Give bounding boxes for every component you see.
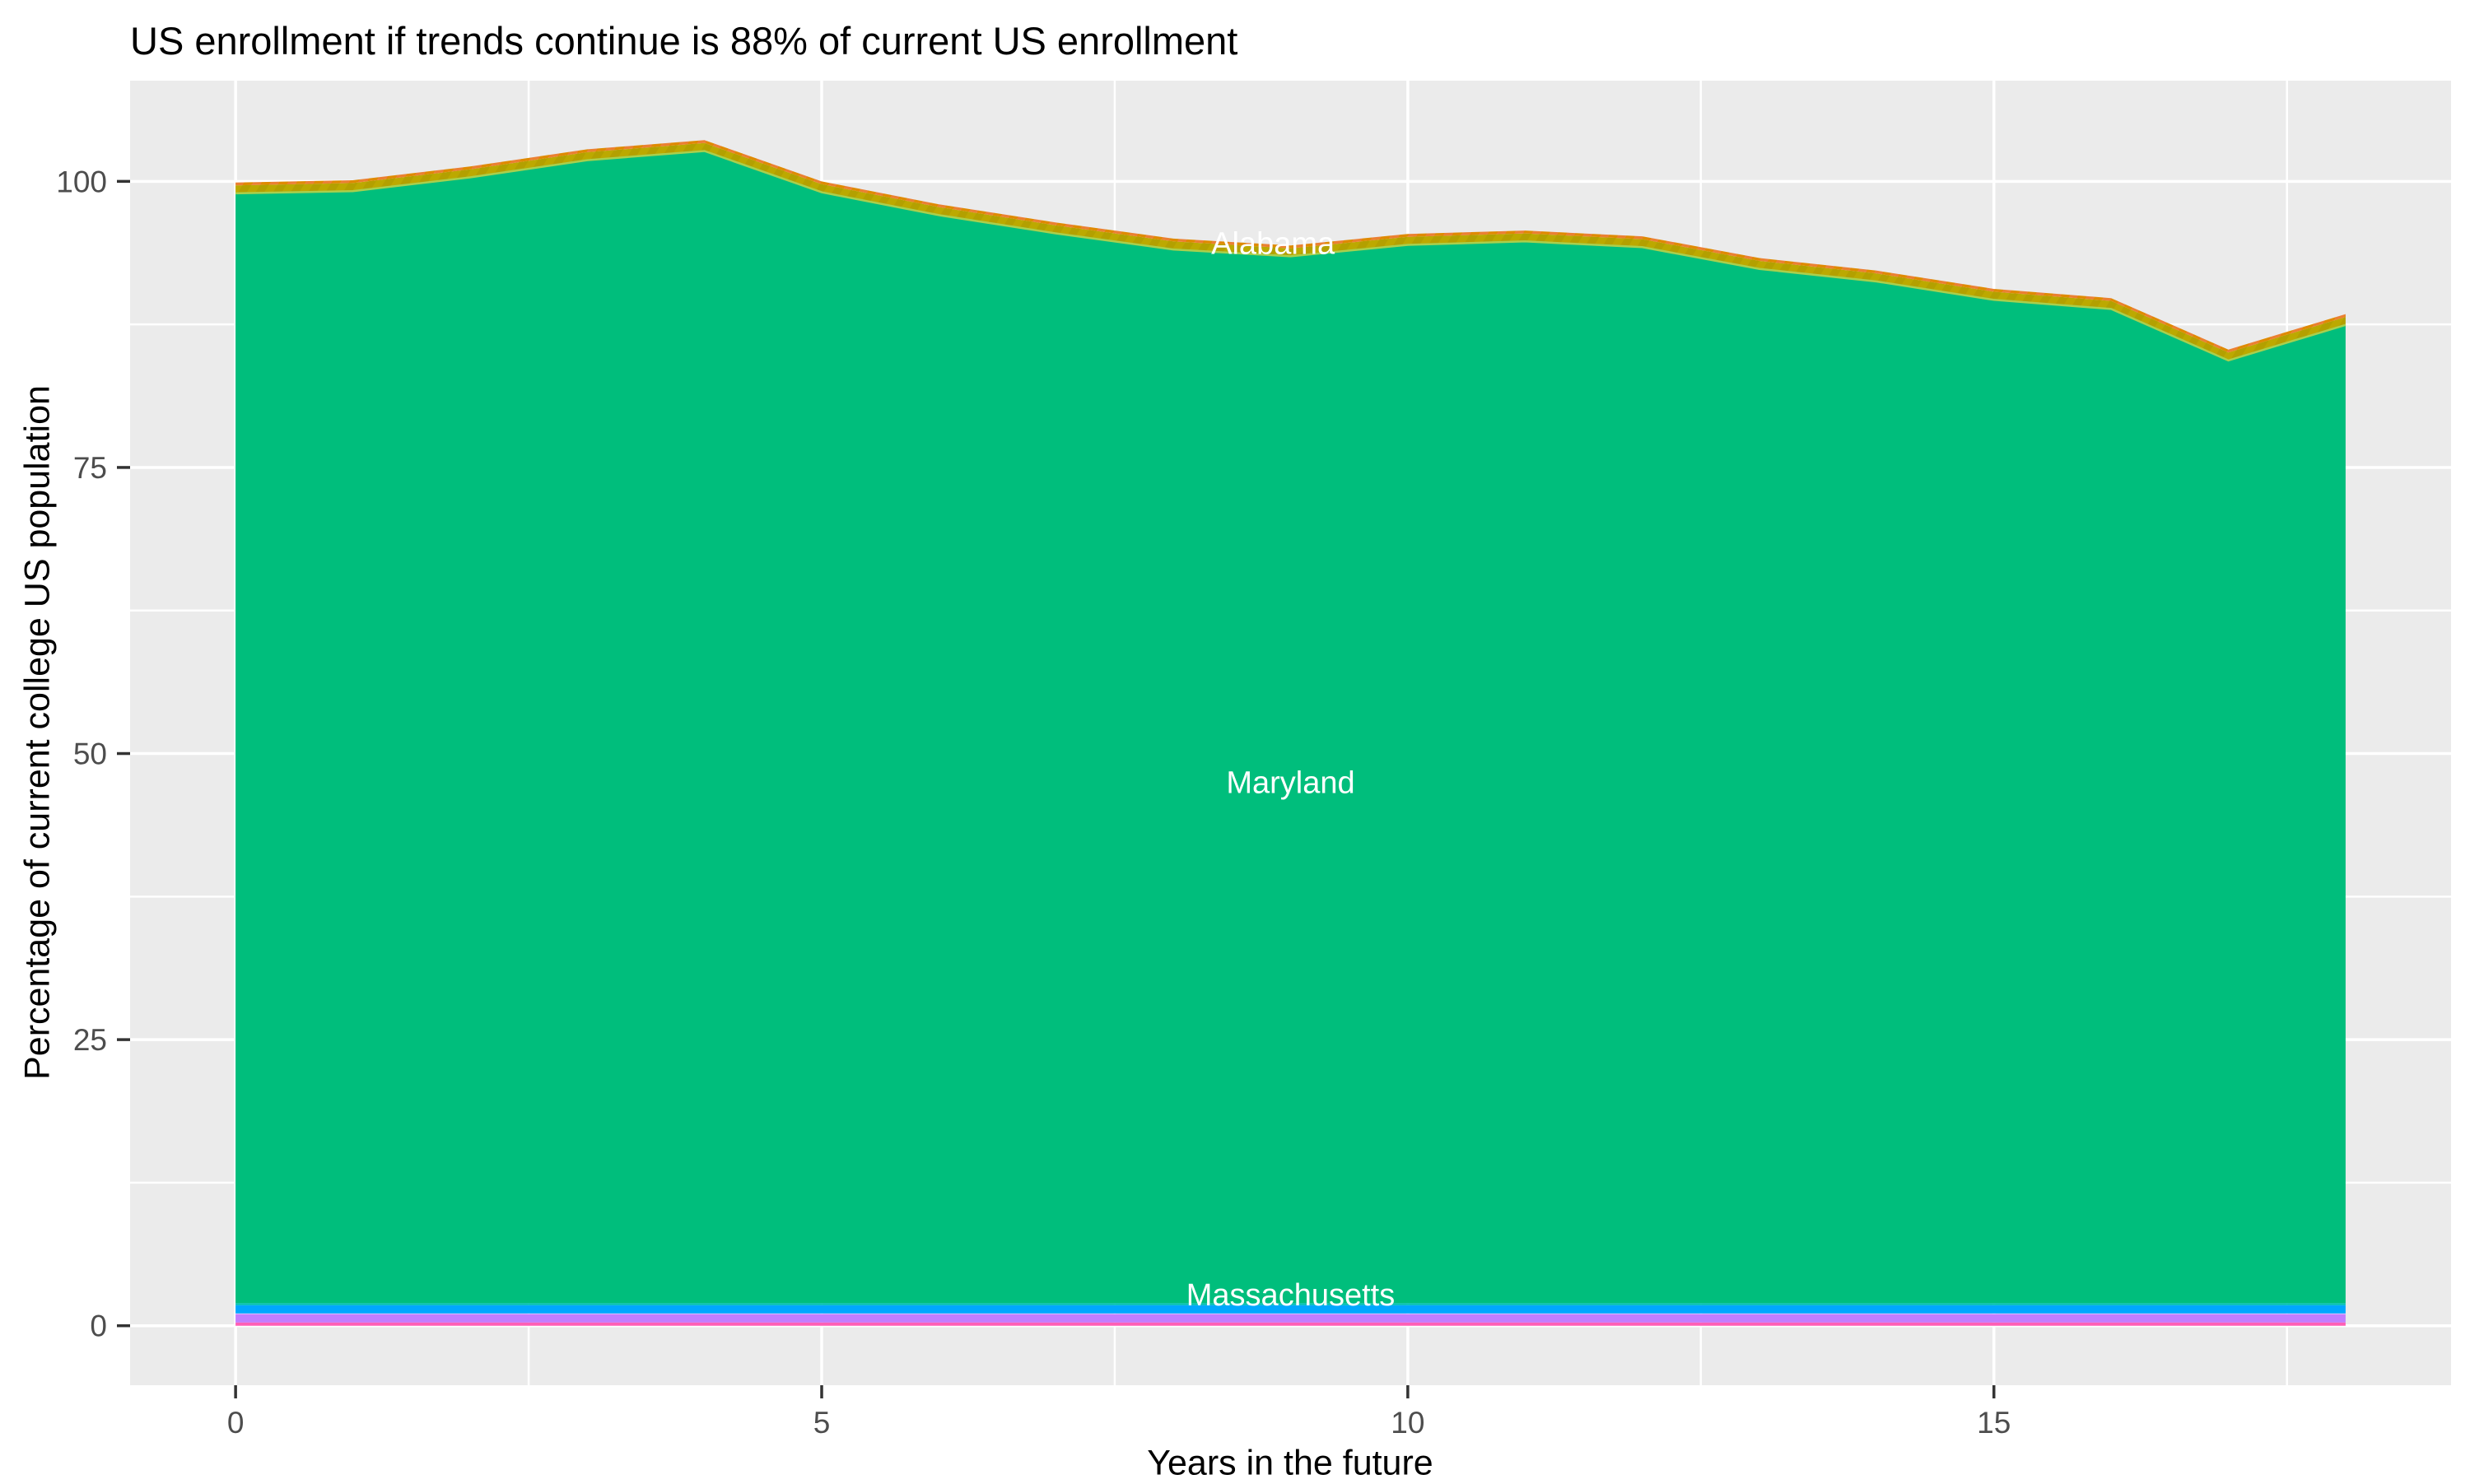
chart-title: US enrollment if trends continue is 88% … bbox=[130, 19, 1238, 63]
area-alabama-orange-band bbox=[235, 140, 2346, 353]
area-olive-band bbox=[235, 142, 2346, 361]
area-pink-band bbox=[235, 1322, 2346, 1326]
area-label-alabama: Alabama bbox=[1211, 226, 1335, 261]
y-tick-label: 50 bbox=[73, 737, 107, 771]
x-axis-title: Years in the future bbox=[1147, 1443, 1433, 1483]
band-boundary-line bbox=[235, 150, 2346, 362]
y-tick-label: 100 bbox=[56, 165, 107, 198]
x-tick-label: 5 bbox=[813, 1406, 831, 1440]
x-tick-label: 0 bbox=[227, 1406, 245, 1440]
y-tick-label: 75 bbox=[73, 451, 107, 485]
area-massachusetts-teal-band bbox=[235, 1303, 2346, 1305]
area-label-maryland: Maryland bbox=[1226, 765, 1354, 800]
y-tick-label: 25 bbox=[73, 1023, 107, 1057]
x-tick-label: 10 bbox=[1391, 1406, 1424, 1440]
area-purple-band bbox=[235, 1314, 2346, 1323]
area-blue-band bbox=[235, 1305, 2346, 1314]
area-maryland-green bbox=[235, 151, 2346, 1304]
y-tick-label: 0 bbox=[90, 1310, 107, 1343]
x-tick-label: 15 bbox=[1977, 1406, 2011, 1440]
area-label-massachusetts: Massachusetts bbox=[1186, 1278, 1395, 1313]
y-axis-title: Percentage of current college US populat… bbox=[17, 385, 58, 1080]
